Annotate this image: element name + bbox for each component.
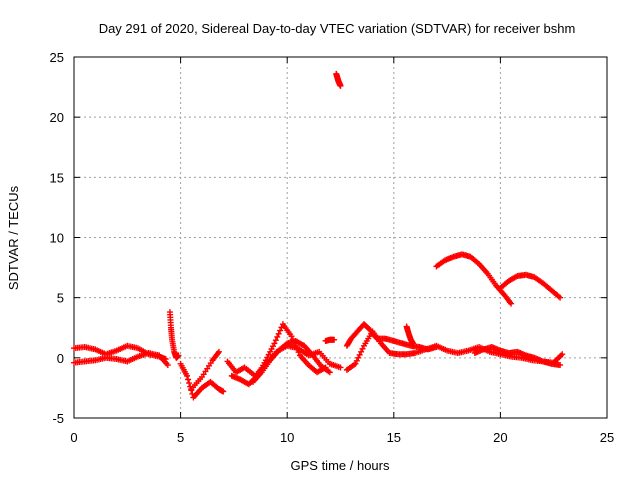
series-arc-i: [322, 336, 338, 344]
series-arc-o: [433, 251, 515, 307]
data-point: [355, 354, 362, 361]
data-point: [277, 327, 284, 334]
data-point: [288, 333, 295, 340]
data-point: [295, 349, 302, 356]
x-tick-label: 0: [70, 430, 77, 445]
y-tick-label: -5: [52, 411, 64, 426]
y-tick-label: 25: [50, 50, 64, 65]
data-point: [557, 362, 564, 369]
series-arc-c: [166, 309, 182, 361]
data-point: [356, 351, 363, 358]
data-point: [186, 380, 193, 387]
data-point: [278, 324, 285, 331]
series-arc-p: [497, 271, 564, 301]
data-point: [164, 362, 171, 369]
series-arc-j: [333, 70, 344, 89]
data-point: [352, 360, 359, 367]
data-point: [326, 369, 333, 376]
data-point: [337, 82, 344, 89]
data-point: [183, 372, 190, 379]
series-arc-d: [177, 360, 227, 401]
data-points: [71, 70, 566, 401]
data-point: [275, 330, 282, 337]
series-arc-n: [471, 344, 564, 369]
data-point: [220, 388, 227, 395]
data-point: [272, 337, 279, 344]
x-tick-label: 25: [600, 430, 614, 445]
y-tick-label: 15: [50, 170, 64, 185]
data-point: [409, 340, 416, 347]
series-arc-m: [403, 323, 416, 347]
data-point: [215, 348, 222, 355]
data-point: [271, 340, 278, 347]
data-point: [353, 357, 360, 364]
data-point: [557, 294, 564, 301]
data-point: [175, 352, 182, 359]
data-point: [508, 300, 515, 307]
y-axis-label: SDTVAR / TECUs: [6, 185, 21, 290]
data-point: [274, 333, 281, 340]
x-axis: 0 5 10 15 20 25: [70, 57, 614, 445]
series-arc-b: [71, 350, 171, 369]
data-point: [185, 376, 192, 383]
data-point: [559, 351, 566, 358]
x-axis-label: GPS time / hours: [291, 458, 390, 473]
y-tick-label: 0: [57, 351, 64, 366]
data-point: [337, 364, 344, 371]
series-arc-e: [188, 348, 222, 393]
series-arc-h: [250, 337, 333, 385]
x-tick-label: 20: [493, 430, 507, 445]
y-tick-label: 10: [50, 231, 64, 246]
x-tick-label: 10: [280, 430, 294, 445]
grid: [74, 57, 607, 418]
series-arc-l: [343, 328, 566, 373]
data-point: [294, 346, 301, 353]
chart-title: Day 291 of 2020, Sidereal Day-to-day VTE…: [99, 21, 576, 36]
data-point: [359, 345, 366, 352]
x-tick-label: 5: [177, 430, 184, 445]
data-point: [358, 348, 365, 355]
y-tick-label: 20: [50, 110, 64, 125]
x-tick-label: 15: [387, 430, 401, 445]
y-tick-label: 5: [57, 291, 64, 306]
y-axis: -5 0 5 10 15 20 25: [50, 50, 607, 426]
data-point: [331, 336, 338, 343]
